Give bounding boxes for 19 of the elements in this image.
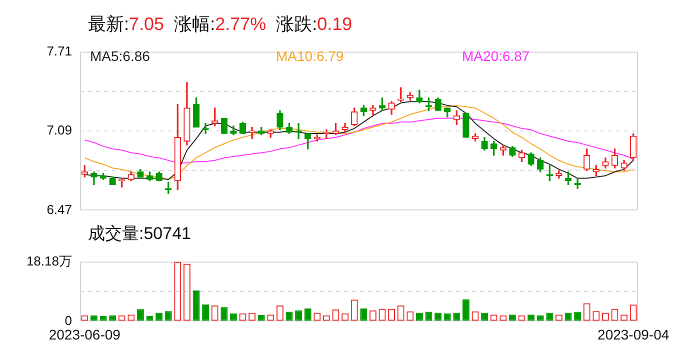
bar bbox=[360, 308, 368, 321]
text: MA10:6.79 bbox=[275, 48, 345, 64]
text: MA5:6.86 bbox=[89, 48, 151, 64]
y-tick-label: 6.47 bbox=[46, 202, 72, 217]
y-tick-label: 0 bbox=[64, 312, 72, 328]
candlestick bbox=[574, 178, 581, 189]
chart-title: 成交量:50741 bbox=[88, 223, 191, 245]
bar bbox=[192, 290, 200, 321]
y-tick-label: 7.09 bbox=[46, 122, 72, 138]
chart-title: 最新:7.05 涨幅:2.77% 涨跌:0.19 bbox=[88, 14, 352, 34]
bar bbox=[462, 299, 470, 321]
x-tick-label: 2023-06-09 bbox=[48, 326, 121, 342]
bar bbox=[202, 304, 210, 321]
y-tick-label: 7.71 bbox=[46, 43, 72, 58]
bar bbox=[304, 308, 312, 321]
text: MA20:6.87 bbox=[461, 48, 531, 64]
y-tick-label: 18.18万 bbox=[26, 253, 72, 268]
bar bbox=[220, 307, 228, 321]
x-tick-label: 2023-09-04 bbox=[598, 326, 670, 342]
